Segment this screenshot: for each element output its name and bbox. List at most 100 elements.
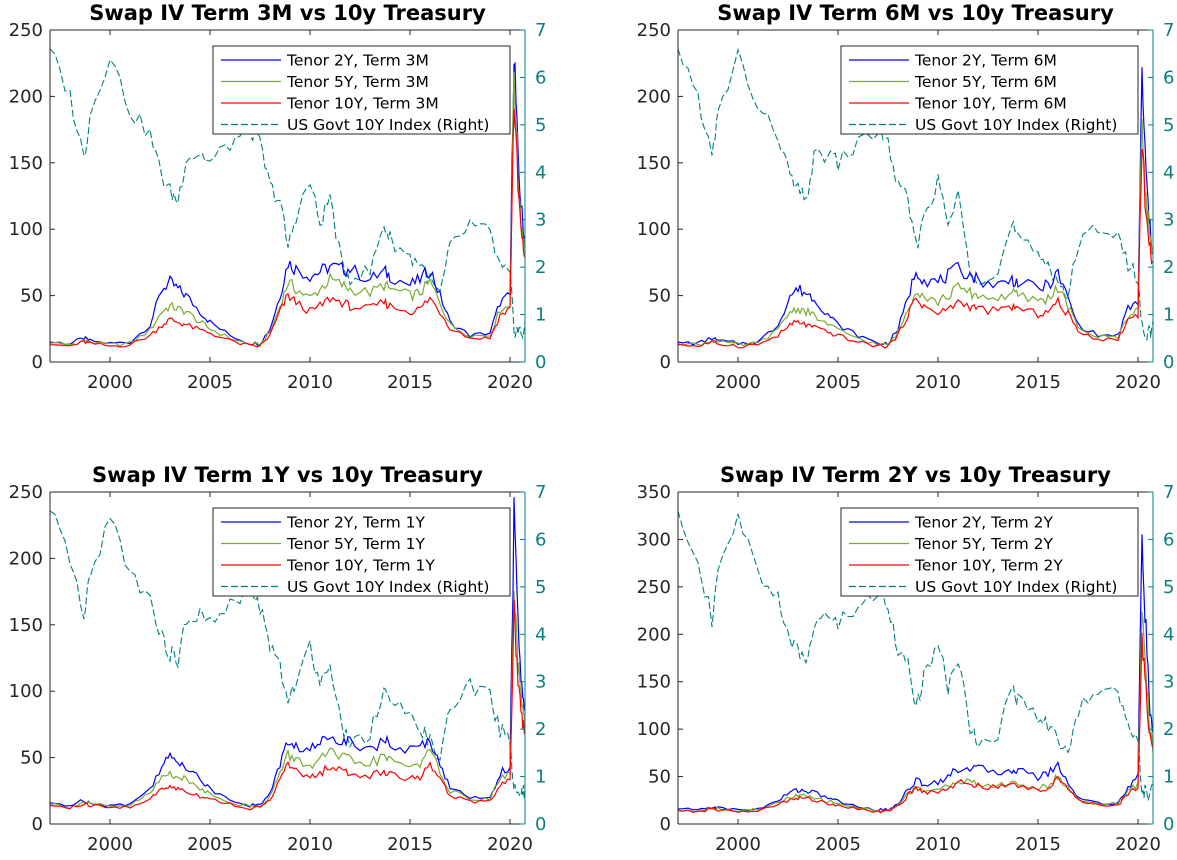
y-tick-label-right: 7 <box>1163 482 1174 503</box>
y-tick-label-right: 0 <box>535 814 546 835</box>
x-tick-label: 2020 <box>1115 372 1161 393</box>
legend-label-4: US Govt 10Y Index (Right) <box>287 116 489 134</box>
legend-label-1: Tenor 2Y, Term 1Y <box>286 514 426 532</box>
x-tick-label: 2020 <box>1115 834 1161 855</box>
y-tick-label-left: 0 <box>32 352 43 373</box>
x-tick-label: 2005 <box>815 834 861 855</box>
y-tick-label-left: 250 <box>9 20 43 41</box>
series-line-2 <box>50 590 525 810</box>
y-tick-label-right: 4 <box>535 624 546 645</box>
y-tick-label-left: 50 <box>648 286 671 307</box>
legend-label-3: Tenor 10Y, Term 2Y <box>914 557 1063 575</box>
legend-label-2: Tenor 5Y, Term 6M <box>914 73 1057 91</box>
legend-box <box>212 507 511 597</box>
y-tick-label-right: 2 <box>535 719 546 740</box>
y-tick-label-left: 200 <box>9 548 43 569</box>
legend-label-3: Tenor 10Y, Term 6M <box>914 95 1067 113</box>
x-tick-label: 2005 <box>187 834 233 855</box>
x-tick-label: 2000 <box>87 834 133 855</box>
chart-title: Swap IV Term 1Y vs 10y Treasury <box>92 463 483 487</box>
series-line-4 <box>50 510 525 800</box>
series-line-3 <box>678 632 1153 814</box>
y-tick-label-right: 5 <box>535 577 546 598</box>
legend-label-1: Tenor 2Y, Term 3M <box>286 52 429 70</box>
series-line-1 <box>50 61 525 346</box>
x-tick-label: 2005 <box>815 372 861 393</box>
y-tick-label-left: 0 <box>660 814 671 835</box>
legend-label-2: Tenor 5Y, Term 1Y <box>286 535 426 553</box>
y-tick-label-right: 2 <box>1163 719 1174 740</box>
y-tick-label-right: 0 <box>1163 352 1174 373</box>
x-tick-label: 2015 <box>1015 834 1061 855</box>
y-tick-label-left: 0 <box>32 814 43 835</box>
y-tick-label-right: 5 <box>1163 577 1174 598</box>
y-tick-label-left: 150 <box>9 153 43 174</box>
y-tick-label-right: 2 <box>1163 257 1174 278</box>
y-tick-label-right: 4 <box>1163 624 1174 645</box>
series-line-3 <box>678 149 1153 349</box>
legend-box <box>840 507 1139 597</box>
y-tick-label-right: 4 <box>535 162 546 183</box>
legend-label-2: Tenor 5Y, Term 2Y <box>914 535 1054 553</box>
y-tick-label-right: 0 <box>1163 814 1174 835</box>
legend-box <box>840 45 1139 135</box>
y-tick-label-right: 1 <box>535 767 546 788</box>
y-tick-label-left: 100 <box>9 219 43 240</box>
y-tick-label-left: 250 <box>9 482 43 503</box>
chart-panel-1: 2000 2005 2010 2015 202005010015020025001234… <box>9 1 547 393</box>
series-line-1 <box>50 497 525 808</box>
series-line-3 <box>50 599 525 811</box>
y-tick-label-left: 350 <box>637 482 671 503</box>
y-tick-label-right: 6 <box>1163 529 1174 550</box>
x-tick-label: 2020 <box>487 372 533 393</box>
x-tick-label: 2010 <box>915 834 961 855</box>
x-tick-label: 2010 <box>287 372 333 393</box>
y-tick-label-left: 100 <box>9 681 43 702</box>
chart-panel-4: 2000 2005 2010 2015 202005010015020025030035… <box>637 463 1175 855</box>
x-tick-label: 2000 <box>87 372 133 393</box>
y-tick-label-left: 150 <box>637 153 671 174</box>
y-tick-label-right: 5 <box>535 115 546 136</box>
x-tick-label: 2000 <box>715 834 761 855</box>
legend-label-4: US Govt 10Y Index (Right) <box>915 578 1117 596</box>
y-tick-label-left: 250 <box>637 577 671 598</box>
y-tick-label-left: 250 <box>637 20 671 41</box>
x-tick-label: 2015 <box>387 372 433 393</box>
y-tick-label-left: 100 <box>637 219 671 240</box>
series-line-3 <box>50 108 525 348</box>
y-tick-label-right: 2 <box>535 257 546 278</box>
chart-panel-3: 2000 2005 2010 2015 202005010015020025001234… <box>9 463 547 855</box>
series-line-4 <box>678 510 1153 801</box>
y-tick-label-left: 150 <box>9 615 43 636</box>
y-tick-label-right: 7 <box>535 482 546 503</box>
y-tick-label-left: 50 <box>20 748 43 769</box>
x-tick-label: 2015 <box>1015 372 1061 393</box>
y-tick-label-left: 200 <box>637 86 671 107</box>
legend-label-3: Tenor 10Y, Term 3M <box>286 95 439 113</box>
chart-title: Swap IV Term 2Y vs 10y Treasury <box>720 463 1111 487</box>
y-tick-label-right: 1 <box>1163 767 1174 788</box>
chart-panel-2: 2000 2005 2010 2015 202005010015020025001234… <box>637 1 1175 393</box>
y-tick-label-right: 6 <box>1163 67 1174 88</box>
x-tick-label: 2005 <box>187 372 233 393</box>
y-tick-label-left: 200 <box>9 86 43 107</box>
series-line-4 <box>50 48 525 340</box>
y-tick-label-right: 7 <box>535 20 546 41</box>
y-tick-label-right: 4 <box>1163 162 1174 183</box>
legend-label-1: Tenor 2Y, Term 2Y <box>914 514 1054 532</box>
series-line-2 <box>50 71 525 348</box>
y-tick-label-right: 1 <box>1163 305 1174 326</box>
legend-label-3: Tenor 10Y, Term 1Y <box>286 557 435 575</box>
chart-title: Swap IV Term 6M vs 10y Treasury <box>717 1 1114 25</box>
y-tick-label-right: 3 <box>535 210 546 231</box>
y-tick-label-right: 5 <box>1163 115 1174 136</box>
legend-label-2: Tenor 5Y, Term 3M <box>286 73 429 91</box>
series-line-4 <box>678 47 1153 342</box>
y-tick-label-right: 6 <box>535 529 546 550</box>
y-tick-label-right: 7 <box>1163 20 1174 41</box>
x-tick-label: 2015 <box>387 834 433 855</box>
y-tick-label-right: 3 <box>535 672 546 693</box>
y-tick-label-left: 50 <box>648 767 671 788</box>
chart-title: Swap IV Term 3M vs 10y Treasury <box>89 1 486 25</box>
